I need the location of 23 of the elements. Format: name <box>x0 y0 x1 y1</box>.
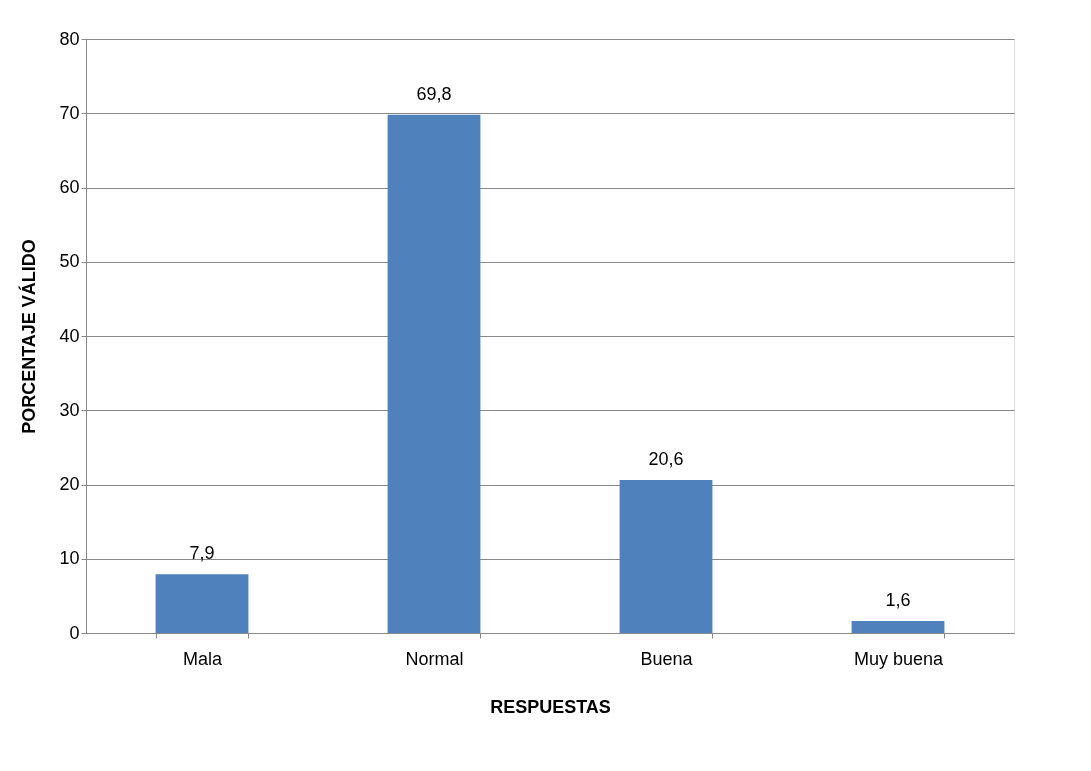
data-label: 20,6 <box>648 449 684 470</box>
y-tick-label: 60 <box>59 177 80 197</box>
y-tick-label: 50 <box>59 251 80 272</box>
bar <box>619 480 713 633</box>
x-tick-label: Buena <box>640 648 694 669</box>
y-axis-title: PORCENTAJE VÁLIDO <box>18 239 40 434</box>
data-label: 69,8 <box>416 83 452 104</box>
x-tick-label: Muy buena <box>853 648 945 669</box>
y-tick-label: 30 <box>59 399 80 420</box>
data-label: 7,9 <box>189 543 215 564</box>
y-tick-label: 10 <box>59 548 80 569</box>
bar <box>155 574 249 633</box>
y-tick-label: 20 <box>59 474 80 494</box>
y-tick-label: 80 <box>59 28 80 49</box>
y-tick-label: 0 <box>69 622 80 643</box>
y-tick-label: 40 <box>59 325 80 346</box>
bar <box>387 114 481 633</box>
x-axis-title: RESPUESTAS <box>490 696 611 717</box>
bar <box>851 621 945 633</box>
y-tick-label: 70 <box>59 102 80 123</box>
data-label: 1,6 <box>885 590 911 611</box>
x-tick-label: Normal <box>405 648 464 669</box>
x-tick-label: Mala <box>182 648 223 669</box>
